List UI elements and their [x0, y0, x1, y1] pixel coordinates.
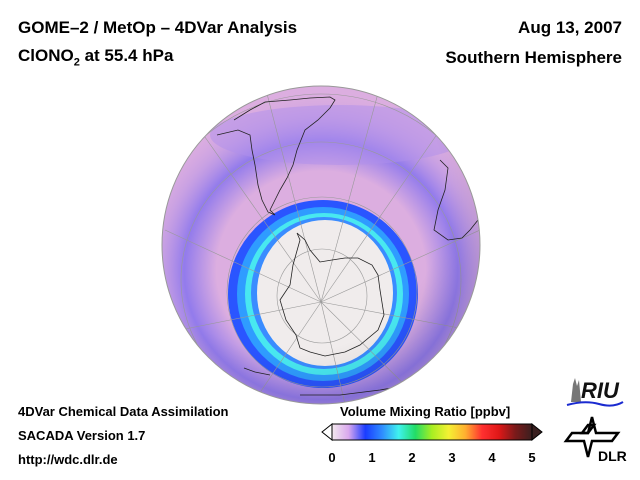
- colorbar-tick-label: 3: [448, 450, 456, 465]
- species-level-label: ClONO2 at 55.4 hPa: [18, 46, 173, 68]
- species-subscript: 2: [73, 56, 80, 69]
- colorbar: [321, 422, 543, 442]
- region-label: Southern Hemisphere: [445, 48, 622, 67]
- colorbar-tick-label: 1: [368, 450, 376, 465]
- colorbar-tick-label: 5: [528, 450, 536, 465]
- colorbar-tick-label: 4: [488, 450, 496, 465]
- colorbar-tick-label: 2: [408, 450, 416, 465]
- riu-logo: RIU: [566, 378, 624, 407]
- date-label: Aug 13, 2007: [518, 18, 622, 37]
- footer-line-1: 4DVar Chemical Data Assimilation: [18, 404, 229, 419]
- svg-text:RIU: RIU: [581, 378, 620, 403]
- colorbar-under-arrow: [321, 422, 333, 442]
- footer-url[interactable]: http://wdc.dlr.de: [18, 452, 118, 467]
- map-title: GOME–2 / MetOp – 4DVar Analysis: [18, 18, 298, 37]
- species-suffix: at 55.4 hPa: [79, 46, 174, 65]
- colorbar-gradient: [331, 423, 533, 441]
- colorbar-over-arrow: [531, 422, 543, 442]
- colorbar-tick-label: 0: [328, 450, 336, 465]
- globe-disc: [162, 86, 480, 404]
- svg-text:DLR: DLR: [598, 448, 627, 464]
- footer-line-2: SACADA Version 1.7: [18, 428, 146, 443]
- colorbar-title: Volume Mixing Ratio [ppbv]: [340, 404, 511, 419]
- dlr-logo: DLR: [563, 416, 627, 464]
- species-prefix: ClONO: [18, 46, 74, 65]
